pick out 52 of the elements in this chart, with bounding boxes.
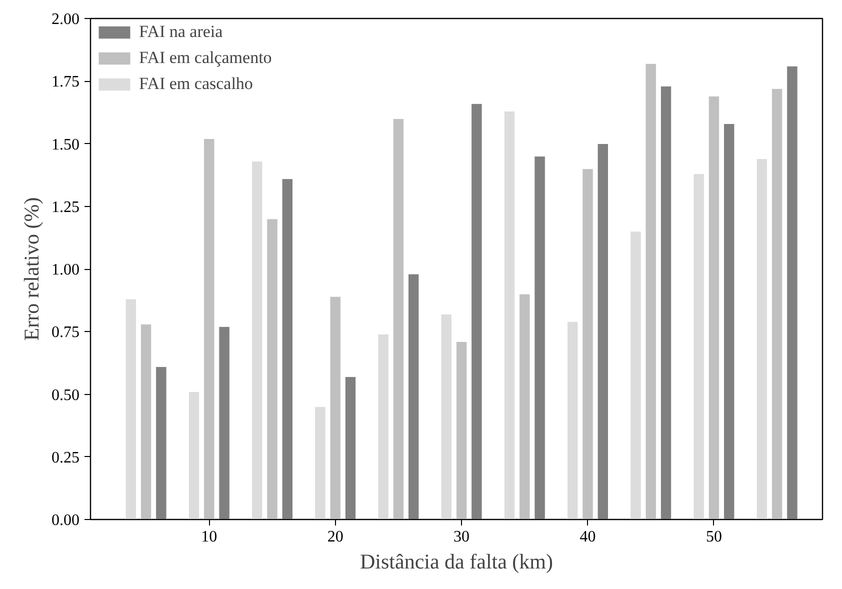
legend-label: FAI em cascalho <box>139 74 253 94</box>
x-tick-label: 50 <box>706 528 722 546</box>
bar <box>708 96 720 520</box>
bar <box>125 298 136 520</box>
y-tick-label: 0.00 <box>52 512 80 529</box>
y-tick-label: 0.25 <box>52 449 80 466</box>
x-tick-label: 10 <box>201 528 218 546</box>
bar <box>519 294 530 520</box>
bar <box>786 66 798 520</box>
bar <box>645 63 656 520</box>
bar <box>660 86 672 520</box>
bar <box>378 334 389 520</box>
bar <box>456 341 468 520</box>
x-tick-label: 30 <box>454 528 470 546</box>
bar <box>723 123 735 520</box>
bar <box>188 391 200 520</box>
bar <box>266 218 278 520</box>
bar <box>408 274 420 520</box>
x-tick-label: 20 <box>327 528 344 546</box>
bar <box>330 296 341 520</box>
y-tick-label: 1.50 <box>52 136 80 154</box>
bar <box>440 314 452 520</box>
legend-label: FAI na areia <box>139 22 223 42</box>
bar <box>204 138 215 520</box>
bar <box>471 103 482 520</box>
bar <box>314 406 326 520</box>
bar <box>597 144 609 520</box>
bar <box>504 110 516 520</box>
bar <box>534 156 546 520</box>
bar <box>582 168 594 520</box>
bar <box>282 178 293 520</box>
bar <box>140 324 152 520</box>
bar <box>566 321 578 520</box>
y-tick-label: 1.00 <box>52 262 80 278</box>
bar <box>218 326 230 520</box>
y-tick-label: 1.25 <box>52 198 80 216</box>
bar <box>156 366 167 520</box>
bar <box>756 158 768 520</box>
bar <box>344 376 356 520</box>
y-tick-label: 0.50 <box>52 386 80 404</box>
x-tick-label: 40 <box>580 528 596 546</box>
bar <box>251 161 263 520</box>
y-tick-label: 0.75 <box>52 324 80 342</box>
x-axis-title: Distância da falta (km) <box>360 550 554 574</box>
bar <box>693 174 704 520</box>
y-tick-label: 1.75 <box>52 74 80 91</box>
bar <box>771 88 783 520</box>
bar <box>630 231 642 520</box>
y-tick-label: 2.00 <box>52 11 80 28</box>
legend-label: FAI em calçamento <box>139 48 272 68</box>
bar <box>392 118 404 520</box>
y-axis-title: Erro relativo (%) <box>20 197 44 341</box>
